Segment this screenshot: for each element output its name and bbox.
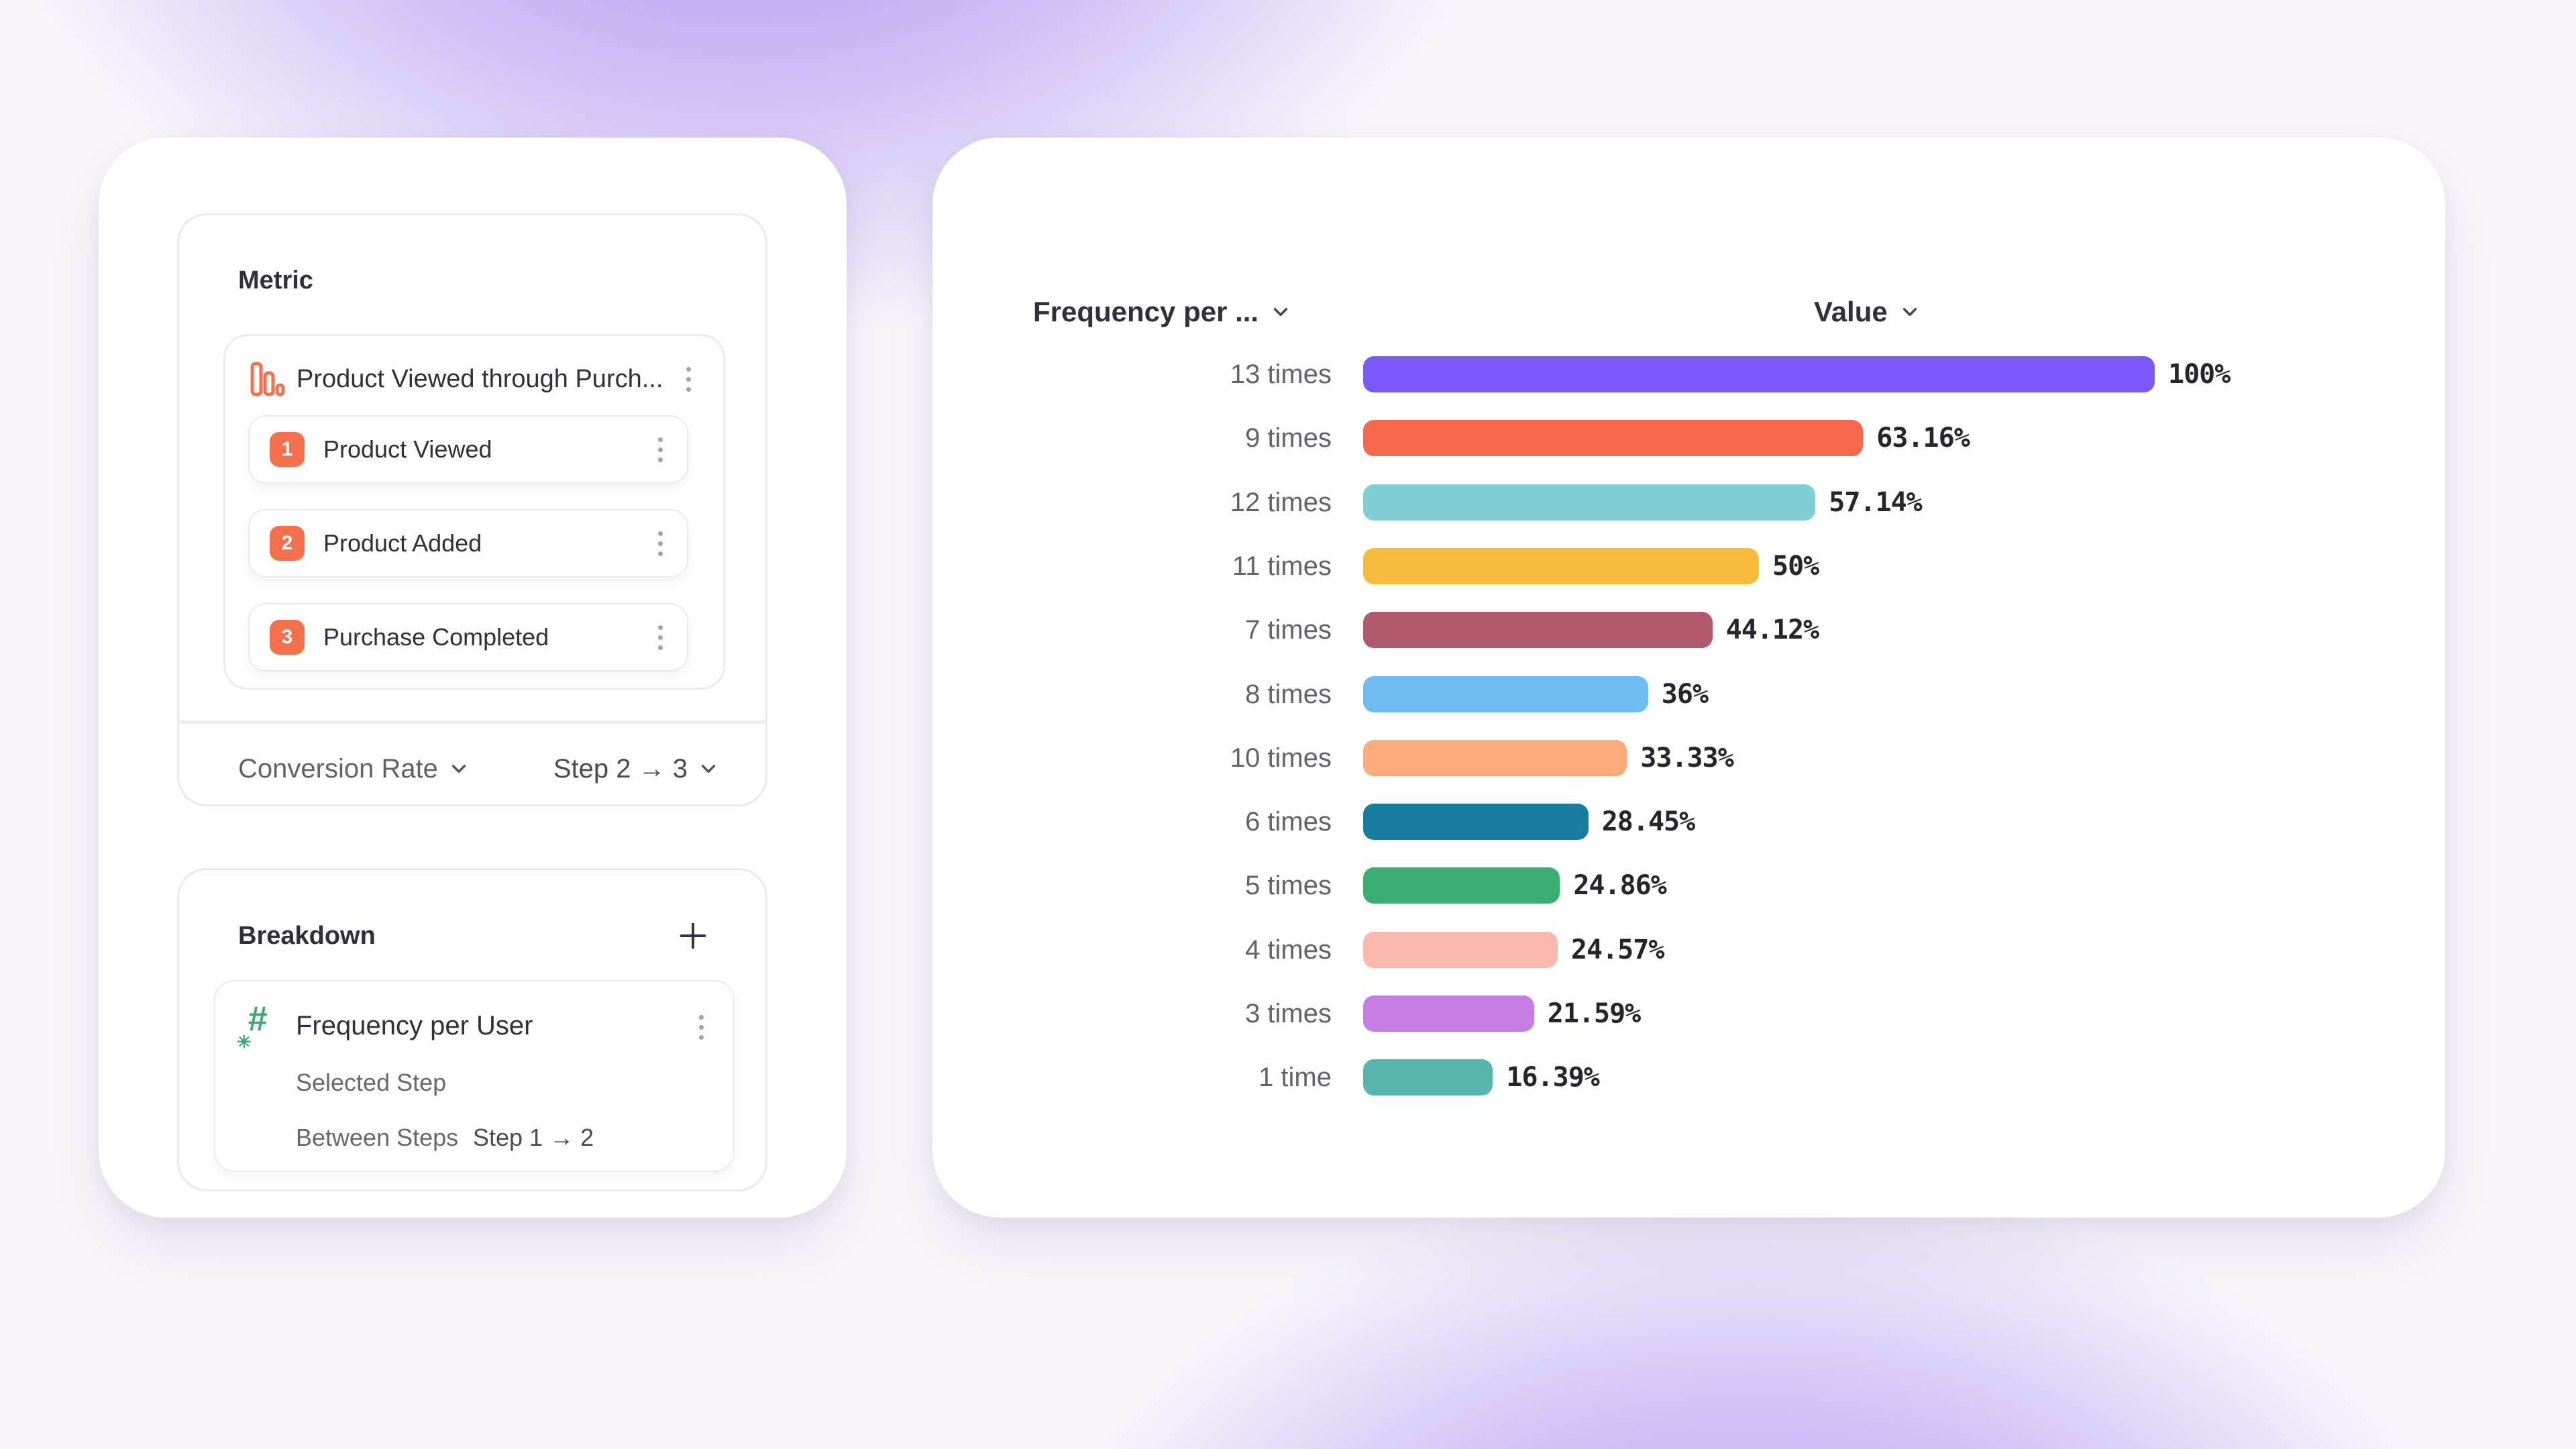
- bar[interactable]: [1363, 548, 1759, 584]
- bar-category-label: 1 time: [1258, 1062, 1332, 1092]
- kebab-menu-icon[interactable]: [674, 360, 703, 398]
- bar-category-label: 8 times: [1245, 679, 1332, 709]
- chart-row: 8 times 36%: [1033, 662, 2155, 727]
- chart-row: 5 times 24.86%: [1033, 853, 2155, 918]
- breakdown-item[interactable]: # ✳ Frequency per User Selected Step Betw…: [214, 980, 735, 1172]
- bar-category-label: 11 times: [1232, 551, 1332, 581]
- funnel-step-3[interactable]: 3 Purchase Completed: [248, 603, 688, 672]
- step-label: Product Viewed: [323, 435, 492, 463]
- kebab-menu-icon[interactable]: [645, 525, 675, 563]
- chart-row: 10 times 33.33%: [1033, 726, 2155, 790]
- funnel-step-2[interactable]: 2 Product Added: [248, 509, 688, 578]
- bar[interactable]: [1363, 1059, 1493, 1095]
- bar-category-label: 7 times: [1245, 614, 1332, 645]
- bar[interactable]: [1363, 804, 1589, 840]
- bar-value-label: 33.33%: [1640, 743, 1733, 773]
- metric-footer: Conversion Rate Step 2 → 3: [179, 745, 765, 792]
- chart-row: 1 time 16.39%: [1033, 1045, 2155, 1110]
- chevron-down-icon: [1273, 308, 1288, 316]
- metric-panel: Metric Product Viewed through Purch... 1…: [177, 213, 767, 806]
- chart-row: 7 times 44.12%: [1033, 598, 2155, 662]
- value-header-label: Value: [1814, 296, 1888, 327]
- bar-category-label: 9 times: [1245, 423, 1332, 453]
- funnel-step-1[interactable]: 1 Product Viewed: [248, 415, 688, 484]
- category-header-label: Frequency per ...: [1033, 296, 1259, 327]
- bar-value-label: 36%: [1661, 679, 1709, 710]
- bar-value-label: 50%: [1772, 551, 1819, 582]
- add-breakdown-button[interactable]: [676, 918, 710, 953]
- chart-row: 4 times 24.57%: [1033, 918, 2155, 982]
- chevron-down-icon: [1902, 308, 1917, 316]
- value-column-header[interactable]: Value: [1814, 296, 1921, 328]
- bar-category-label: 3 times: [1245, 998, 1332, 1028]
- bar-category-label: 5 times: [1245, 870, 1332, 900]
- breakdown-panel-title: Breakdown: [238, 921, 376, 950]
- bar[interactable]: [1363, 420, 1864, 456]
- chart-row: 13 times 100%: [1033, 342, 2231, 407]
- chart-row: 11 times 50%: [1033, 534, 2155, 598]
- property-row-value: Step 1 → 2: [473, 1124, 594, 1151]
- step-range-label: Step 2 → 3: [553, 753, 688, 784]
- bar-value-label: 57.14%: [1829, 487, 1922, 518]
- chart-row: 6 times 28.45%: [1033, 790, 2155, 854]
- kebab-menu-icon[interactable]: [686, 1008, 716, 1046]
- bar[interactable]: [1363, 867, 1560, 904]
- bar[interactable]: [1363, 996, 1534, 1032]
- bar-category-label: 13 times: [1230, 359, 1332, 389]
- chart-card: Frequency per ... Value 13 times 100% 9 …: [932, 138, 2445, 1218]
- bar[interactable]: [1363, 356, 2155, 392]
- property-row-label: Selected Step: [296, 1069, 447, 1096]
- bar-value-label: 63.16%: [1876, 423, 1970, 453]
- bar[interactable]: [1363, 612, 1713, 648]
- chart-row: 3 times 21.59%: [1033, 981, 2155, 1046]
- funnel-group: Product Viewed through Purch... 1 Produc…: [223, 334, 725, 690]
- property-row-label: Between Steps: [296, 1124, 459, 1151]
- breakdown-panel: Breakdown # ✳ Frequency per User Selected…: [177, 868, 767, 1191]
- bar[interactable]: [1363, 740, 1627, 776]
- chart-row: 12 times 57.14%: [1033, 470, 2155, 535]
- bar-value-label: 100%: [2168, 359, 2231, 390]
- chevron-down-icon: [451, 765, 466, 773]
- kebab-menu-icon[interactable]: [645, 619, 675, 657]
- breakdown-item-name: Frequency per User: [296, 1011, 533, 1040]
- step-number-badge: 3: [270, 620, 305, 655]
- bar-value-label: 21.59%: [1547, 998, 1641, 1029]
- bar[interactable]: [1363, 932, 1558, 968]
- numeric-property-icon: # ✳: [237, 1000, 267, 1052]
- category-column-header[interactable]: Frequency per ...: [1033, 296, 1292, 328]
- chart-row: 9 times 63.16%: [1033, 406, 2155, 470]
- bar-chart-icon: [250, 362, 285, 396]
- step-label: Purchase Completed: [323, 623, 549, 651]
- step-label: Product Added: [323, 529, 482, 557]
- bar-value-label: 28.45%: [1601, 806, 1695, 837]
- bar-category-label: 10 times: [1230, 743, 1332, 773]
- funnel-metric-name: Product Viewed through Purch...: [297, 364, 663, 393]
- bar[interactable]: [1363, 676, 1648, 712]
- query-builder-card: Metric Product Viewed through Purch... 1…: [99, 138, 847, 1218]
- metric-panel-title: Metric: [238, 266, 313, 294]
- bar-category-label: 6 times: [1245, 806, 1332, 837]
- bar[interactable]: [1363, 484, 1816, 521]
- bar-value-label: 16.39%: [1506, 1062, 1599, 1093]
- bar-category-label: 12 times: [1230, 487, 1332, 517]
- measurement-selector[interactable]: Conversion Rate: [238, 754, 470, 784]
- chevron-down-icon: [701, 765, 716, 773]
- measurement-label: Conversion Rate: [238, 753, 438, 784]
- panel-divider: [179, 720, 765, 724]
- kebab-menu-icon[interactable]: [645, 431, 675, 469]
- bar-value-label: 24.57%: [1570, 934, 1664, 965]
- step-number-badge: 2: [270, 526, 305, 561]
- bar-value-label: 24.86%: [1573, 870, 1666, 901]
- bar-category-label: 4 times: [1245, 934, 1332, 965]
- funnel-metric-item[interactable]: Product Viewed through Purch...: [225, 336, 723, 422]
- step-range-selector[interactable]: Step 2 → 3: [553, 754, 720, 784]
- step-number-badge: 1: [270, 432, 305, 467]
- bar-value-label: 44.12%: [1725, 614, 1819, 645]
